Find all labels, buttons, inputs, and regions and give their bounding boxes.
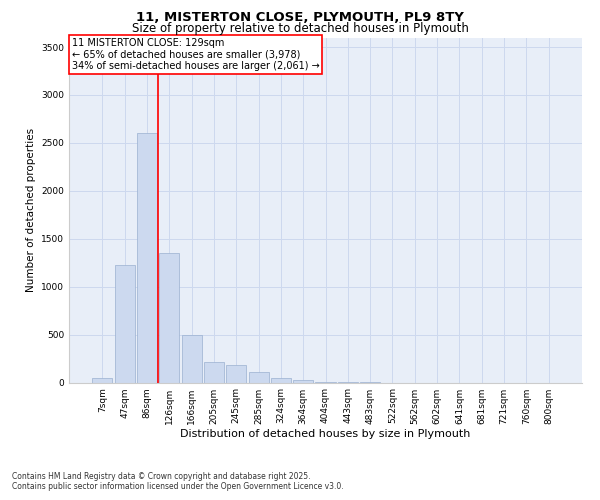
X-axis label: Distribution of detached houses by size in Plymouth: Distribution of detached houses by size … xyxy=(181,430,470,440)
Text: Size of property relative to detached houses in Plymouth: Size of property relative to detached ho… xyxy=(131,22,469,35)
Text: 11, MISTERTON CLOSE, PLYMOUTH, PL9 8TY: 11, MISTERTON CLOSE, PLYMOUTH, PL9 8TY xyxy=(136,11,464,24)
Text: 11 MISTERTON CLOSE: 129sqm
← 65% of detached houses are smaller (3,978)
34% of s: 11 MISTERTON CLOSE: 129sqm ← 65% of deta… xyxy=(71,38,319,72)
Bar xyxy=(248,372,269,382)
Bar xyxy=(204,362,224,382)
Bar xyxy=(137,134,157,382)
Bar xyxy=(159,253,179,382)
Bar xyxy=(115,264,135,382)
Bar xyxy=(92,378,112,382)
Bar xyxy=(293,380,313,382)
Text: Contains HM Land Registry data © Crown copyright and database right 2025.
Contai: Contains HM Land Registry data © Crown c… xyxy=(12,472,344,491)
Bar xyxy=(226,365,246,382)
Bar xyxy=(182,334,202,382)
Y-axis label: Number of detached properties: Number of detached properties xyxy=(26,128,35,292)
Bar xyxy=(271,378,291,382)
